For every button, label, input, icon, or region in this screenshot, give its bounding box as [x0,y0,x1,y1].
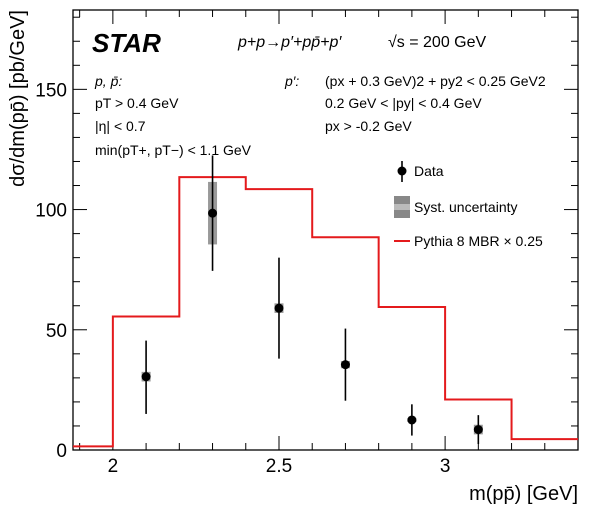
y-tick-label: 0 [56,441,67,462]
legend-data-label: Data [414,163,444,179]
legend: Data Syst. uncertainty Pythia 8 MBR × 0.… [394,161,543,249]
data-point [141,372,151,382]
x-tick-label: 2.5 [266,456,292,477]
data-points [141,155,483,444]
cut-eta: |η| < 0.7 [95,118,146,134]
x-axis-label: m(pp̄) [GeV] [469,483,578,505]
tick-labels: 2 2.5 3 0 50 100 150 [35,80,450,477]
star-logo: STAR [92,28,161,58]
data-point [340,360,350,370]
cut-min-pt: min(pT+, pT−) < 1.1 GeV [95,142,252,158]
data-point [274,303,284,313]
energy-label: √s = 200 GeV [388,34,487,51]
y-axis-label: dσ/dm(pp̄) [pb/GeV] [7,10,29,187]
cuts-left: p, p̄: pT > 0.4 GeV |η| < 0.7 min(pT+, p… [94,73,252,158]
plot-frame [72,9,579,451]
y-tick-label: 50 [46,321,67,342]
data-point [407,415,417,425]
x-tick-label: 2 [108,456,119,477]
y-tick-label: 150 [35,80,67,101]
axis-ticks [73,10,579,451]
cut-pxpy: (px + 0.3 GeV)2 + py2 < 0.25 GeV2 [325,73,546,89]
cut-py: 0.2 GeV < |py| < 0.4 GeV [325,95,482,111]
pythia-step-line [73,176,578,448]
reaction-label: p+p→p′+pp̄+p′ [237,34,342,51]
data-point [208,208,218,218]
cut-px: px > -0.2 GeV [325,118,412,134]
y-tick-label: 100 [35,201,67,222]
x-tick-label: 3 [440,456,451,477]
legend-syst-band [394,204,410,210]
data-point [473,425,483,435]
cuts-right: p′: (px + 0.3 GeV)2 + py2 < 0.25 GeV2 0.… [284,73,546,134]
pythia-histogram [73,176,578,448]
cut-pt: pT > 0.4 GeV [95,95,179,111]
legend-data-marker [397,166,407,176]
legend-syst-label: Syst. uncertainty [414,199,518,215]
cuts-right-title: p′: [284,73,299,89]
legend-mc-label: Pythia 8 MBR × 0.25 [414,233,543,249]
cuts-left-title: p, p̄: [94,73,122,89]
